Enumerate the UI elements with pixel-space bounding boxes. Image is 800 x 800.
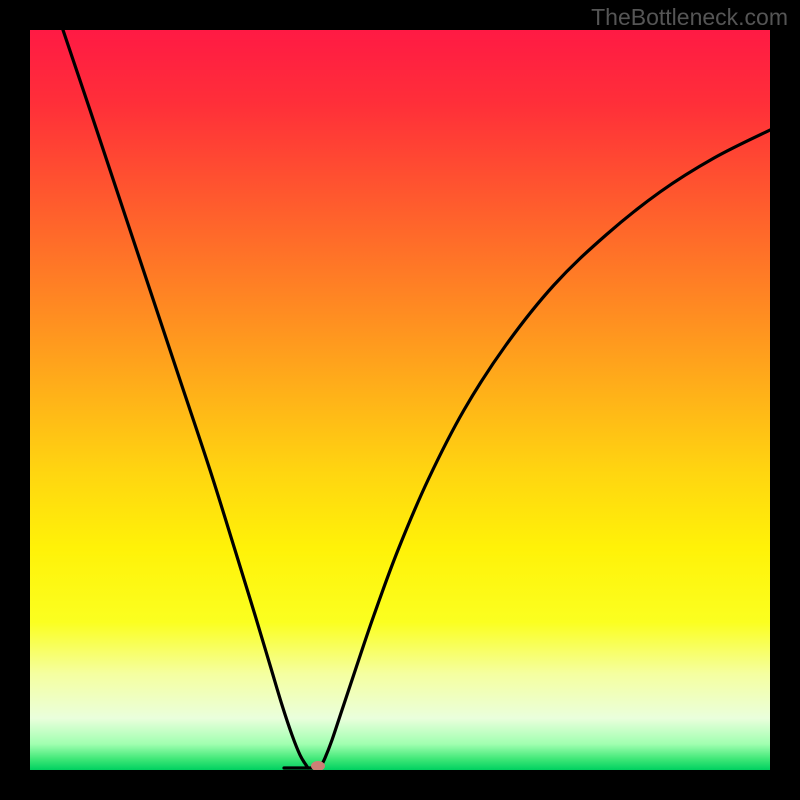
watermark-text: TheBottleneck.com [591, 4, 788, 31]
bottleneck-curve [30, 30, 770, 770]
curve-right-branch [320, 130, 770, 768]
curve-left-branch [63, 30, 308, 768]
optimal-point-marker [311, 761, 325, 770]
plot-area [30, 30, 770, 770]
outer-frame: TheBottleneck.com [0, 0, 800, 800]
